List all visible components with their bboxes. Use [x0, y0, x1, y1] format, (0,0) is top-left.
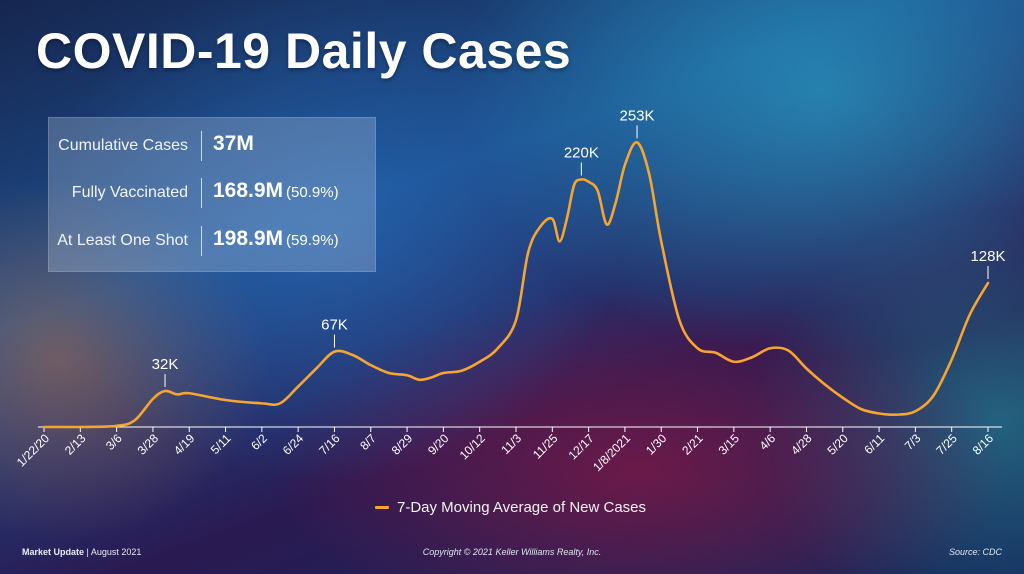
- annotation-label: 32K: [152, 356, 179, 373]
- stat-row-fully-vaccinated: Fully Vaccinated 168.9M (50.9%): [49, 178, 375, 208]
- chart-legend: 7-Day Moving Average of New Cases: [375, 497, 646, 517]
- legend-label: 7-Day Moving Average of New Cases: [397, 498, 647, 516]
- stat-row-one-shot: At Least One Shot 198.9M (59.9%): [49, 226, 375, 256]
- x-tick-label: 1/30: [643, 431, 670, 458]
- annotation-label: 220K: [564, 145, 599, 162]
- stat-value: 168.9M (50.9%): [213, 179, 339, 203]
- x-tick-label: 7/3: [902, 431, 924, 453]
- stat-label: At Least One Shot: [57, 232, 188, 249]
- annotation-label: 253K: [620, 107, 655, 124]
- annotation-label: 67K: [321, 317, 348, 334]
- x-tick-label: 11/25: [530, 431, 561, 462]
- x-tick-label: 4/28: [788, 431, 815, 458]
- slide-title: COVID-19 Daily Cases: [36, 23, 572, 79]
- stat-value-main: 198.9M: [213, 227, 284, 250]
- stat-value-pct: (59.9%): [286, 232, 339, 249]
- x-tick-label: 9/20: [425, 431, 452, 458]
- x-tick-label: 6/11: [861, 431, 887, 457]
- stat-divider: [201, 226, 202, 256]
- x-tick-label: 6/24: [280, 431, 307, 458]
- footer-title: Market Update: [22, 547, 85, 557]
- x-tick-label: 3/28: [135, 431, 162, 458]
- x-tick-label: 7/25: [933, 431, 960, 458]
- x-tick-label: 5/11: [208, 431, 234, 457]
- x-tick-label: 8/7: [357, 431, 379, 453]
- stats-panel: Cumulative Cases 37M Fully Vaccinated 16…: [48, 117, 376, 272]
- x-tick-label: 8/16: [970, 431, 997, 458]
- stat-label: Cumulative Cases: [58, 137, 188, 154]
- stat-value-pct: (50.9%): [286, 184, 339, 201]
- legend-line-swatch: [375, 505, 389, 509]
- footer-date: August 2021: [90, 547, 142, 557]
- footer-separator: |: [86, 547, 89, 557]
- x-tick-label: 7/16: [316, 431, 343, 458]
- x-tick-label: 3/6: [103, 431, 125, 453]
- x-tick-label: 2/13: [62, 431, 89, 458]
- x-tick-label: 1/8/2021: [590, 431, 633, 474]
- stat-row-cumulative: Cumulative Cases 37M: [49, 131, 375, 161]
- x-tick-label: 10/12: [457, 431, 488, 462]
- series-line-7day-average: [42, 141, 990, 429]
- footer-source: Source: CDC: [948, 547, 1002, 557]
- x-tick-label: 6/2: [248, 431, 270, 453]
- x-tick-label: 8/29: [389, 431, 416, 458]
- x-tick-label: 2/21: [679, 431, 706, 458]
- stat-divider: [201, 178, 202, 208]
- x-tick-label: 4/19: [171, 431, 198, 458]
- x-tick-label: 12/17: [566, 431, 597, 462]
- stat-value: 198.9M (59.9%): [213, 227, 339, 251]
- stat-label: Fully Vaccinated: [71, 184, 188, 201]
- stat-value: 37M: [213, 132, 257, 156]
- x-tick-label: 4/6: [757, 431, 779, 453]
- x-tick-label: 5/20: [824, 431, 851, 458]
- stat-value-main: 168.9M: [213, 179, 284, 202]
- footer-market-update: Market Update | August 2021: [22, 547, 141, 557]
- footer-copyright: Copyright © 2021 Keller Williams Realty,…: [422, 547, 602, 557]
- stat-divider: [201, 131, 202, 161]
- annotation-label: 128K: [970, 248, 1005, 265]
- cases-line-chart: 1/22/20 2/13 3/6 3/28 4/19 5/11 6/2 6/24 7/16 8/7…: [14, 107, 1005, 474]
- x-tick-label: 1/22/20: [14, 431, 52, 469]
- stat-value-main: 37M: [213, 132, 254, 155]
- x-tick-label: 3/15: [716, 431, 743, 458]
- x-tick-label: 11/3: [498, 431, 524, 457]
